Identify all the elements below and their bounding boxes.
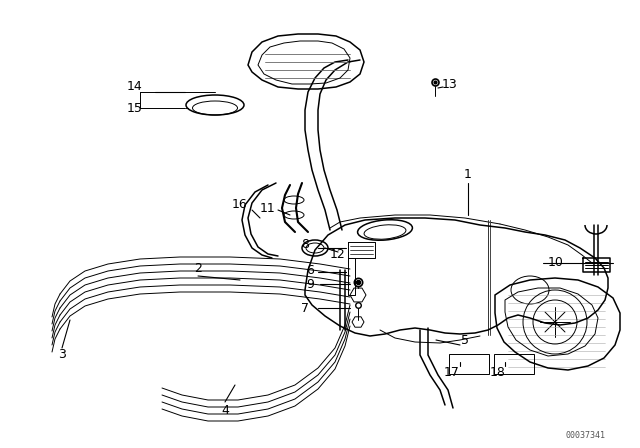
Text: 12: 12 [330, 249, 346, 262]
Text: 17: 17 [444, 366, 460, 379]
Text: 1: 1 [464, 168, 472, 181]
Text: 11: 11 [260, 202, 276, 215]
Text: 3: 3 [58, 349, 66, 362]
Text: 7: 7 [301, 302, 309, 314]
Text: 2: 2 [194, 262, 202, 275]
Text: 4: 4 [221, 404, 229, 417]
Text: 00037341: 00037341 [565, 431, 605, 440]
Text: 9: 9 [306, 279, 314, 292]
Text: 16: 16 [232, 198, 248, 211]
Text: 15: 15 [127, 102, 143, 115]
Text: 8: 8 [301, 238, 309, 251]
Text: 13: 13 [442, 78, 458, 91]
Text: 14: 14 [127, 79, 143, 92]
Text: 10: 10 [548, 257, 564, 270]
Text: 6: 6 [306, 263, 314, 276]
Text: 5: 5 [461, 333, 469, 346]
Text: 18: 18 [490, 366, 506, 379]
